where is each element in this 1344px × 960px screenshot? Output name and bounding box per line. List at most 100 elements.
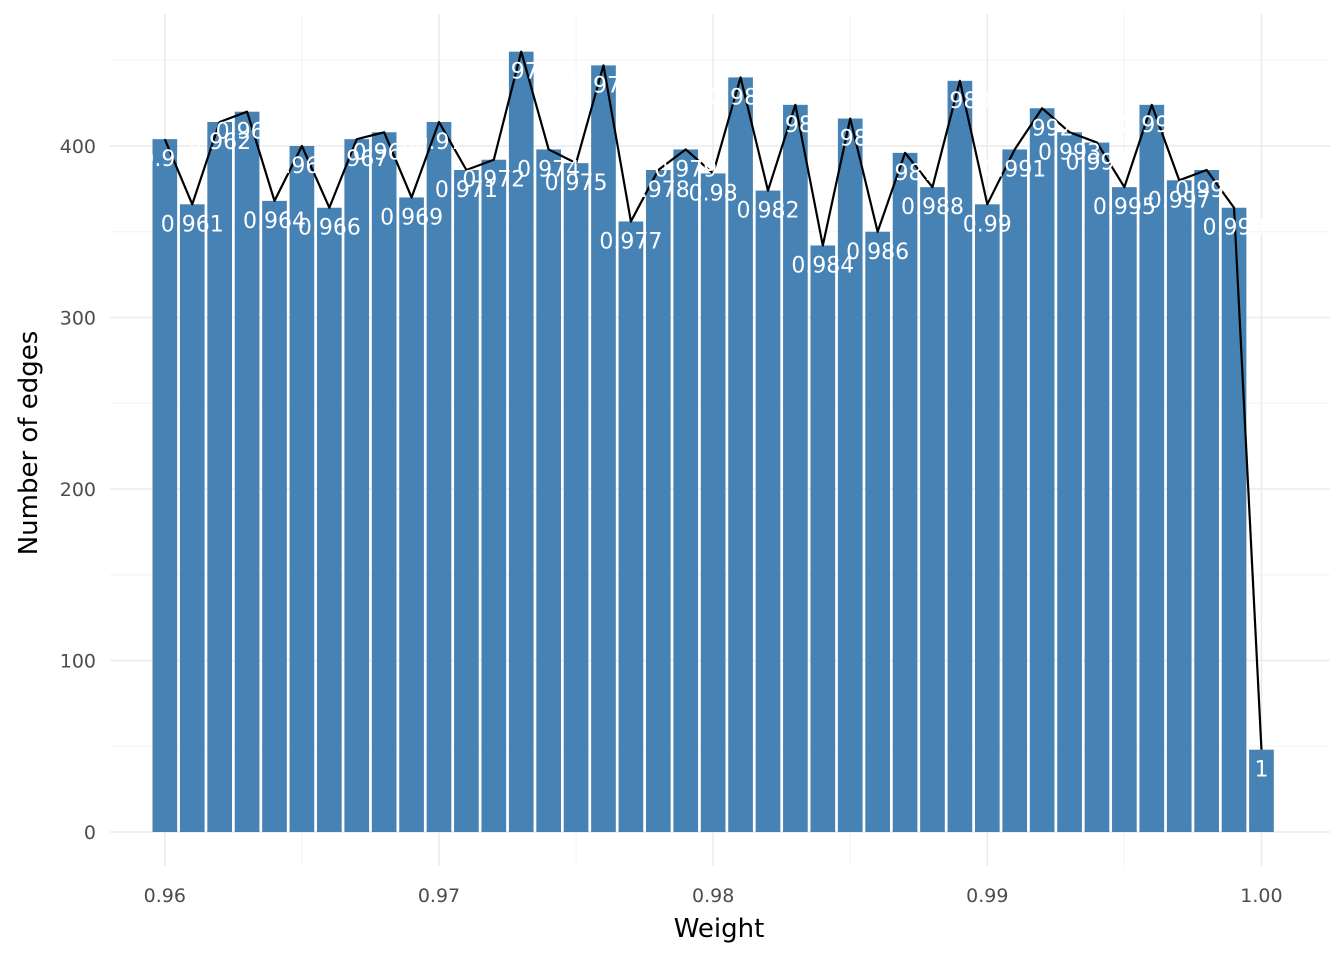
bar [837,118,863,832]
bar-label: 1 [1254,758,1268,783]
bar-label: 0.97 [414,130,463,155]
bar-label: 0.975 [545,171,608,196]
bar [865,231,890,832]
bar-label: 0.972 [462,168,525,193]
bar-label: 0.987 [874,161,937,186]
bar [1112,187,1137,832]
bar [234,111,260,832]
bar [947,80,973,832]
bar-label: 0.983 [764,113,827,138]
bar [481,159,507,833]
bar [399,197,424,832]
x-axis-title: Weight [674,914,765,944]
bar-label: 0.96 [140,147,189,172]
bar-label: 0.961 [161,212,224,237]
bar-label: 0.973 [490,60,553,85]
bar [1002,149,1028,832]
bar [974,204,1000,832]
bar [508,51,534,833]
bar-label: 0.974 [517,157,580,182]
trend-line-path [163,50,1263,750]
bar-label: 0.967 [325,147,388,172]
bar [645,170,671,832]
bar-label: 0.99 [963,212,1012,237]
bar-label: 0.971 [435,178,498,203]
bar-label: 0.977 [599,229,662,254]
bar [262,200,287,832]
x-tick-label: 0.96 [144,885,186,907]
bar [1194,170,1219,832]
y-tick-label: 400 [60,136,96,158]
bar [152,139,178,832]
bar-label: 0.989 [928,89,991,114]
bar-label: 0.984 [791,253,854,278]
bar [426,121,452,833]
bar [700,173,726,832]
bar [563,163,589,832]
tick-labels: 0.96 0.97 0.98 0.99 1.00 0 100 200 300 400 [60,136,1283,907]
bar [1029,108,1055,832]
bar [1249,749,1274,832]
y-tick-label: 0 [84,822,96,844]
bar-label: 0.995 [1093,195,1156,220]
y-tick-label: 100 [60,651,96,673]
y-tick-label: 300 [60,308,96,330]
bar [591,65,616,832]
bar [810,245,836,833]
bar-label: 0.964 [243,209,306,234]
bar-label: 0.986 [846,240,909,265]
bar [673,149,699,832]
bar-label: 0.993 [1038,140,1101,165]
bar [371,132,397,832]
bar [783,104,808,833]
bar-label: 0.992 [1011,116,1074,141]
bar-label: 0.999 [1203,216,1266,241]
bar-label: 0.978 [627,178,690,203]
x-tick-label: 0.97 [418,885,460,907]
bar [207,121,232,833]
bar [1221,207,1247,833]
bar [1166,180,1192,833]
bar [755,190,781,833]
x-tick-label: 1.00 [1240,885,1282,907]
bar [289,146,315,832]
bar [618,221,644,832]
bar-label: 0.991 [983,157,1046,182]
bar-label: 0.982 [736,199,799,224]
bar [1084,142,1110,832]
bar [892,152,918,833]
bar [536,149,561,832]
bar [179,204,205,832]
bar [920,187,945,832]
trend-line [163,50,1263,750]
x-tick-label: 0.99 [966,885,1008,907]
bar [454,170,479,832]
bar [1139,104,1165,833]
bar-label: 0.981 [709,85,772,110]
bar-label: 0.998 [1175,178,1238,203]
bar-label: 0.979 [654,157,717,182]
bar [728,77,753,832]
bar-label: 0.996 [1120,113,1183,138]
bar-label: 0.963 [216,120,279,145]
bar-label: 0.988 [901,195,964,220]
bar [316,207,342,833]
bar-labels: 0.960.9610.9620.9630.9640.9650.9660.9670… [140,60,1268,783]
bars [152,51,1274,833]
y-axis-title: Number of edges [14,331,44,556]
bar-label: 0.969 [380,205,443,230]
bar-label: 0.985 [819,127,882,152]
bar-label: 0.98 [689,181,738,206]
bar-label: 0.965 [270,154,333,179]
bar-label: 0.968 [353,140,416,165]
x-tick-label: 0.98 [692,885,734,907]
bar [344,139,370,832]
bar-label: 0.994 [1065,151,1128,176]
bar-label: 0.962 [188,130,251,155]
bar [1057,132,1082,832]
bar-label: 0.966 [298,216,361,241]
y-tick-label: 200 [60,479,96,501]
bar-label: 0.976 [572,73,635,98]
bar-label: 0.997 [1148,188,1211,213]
